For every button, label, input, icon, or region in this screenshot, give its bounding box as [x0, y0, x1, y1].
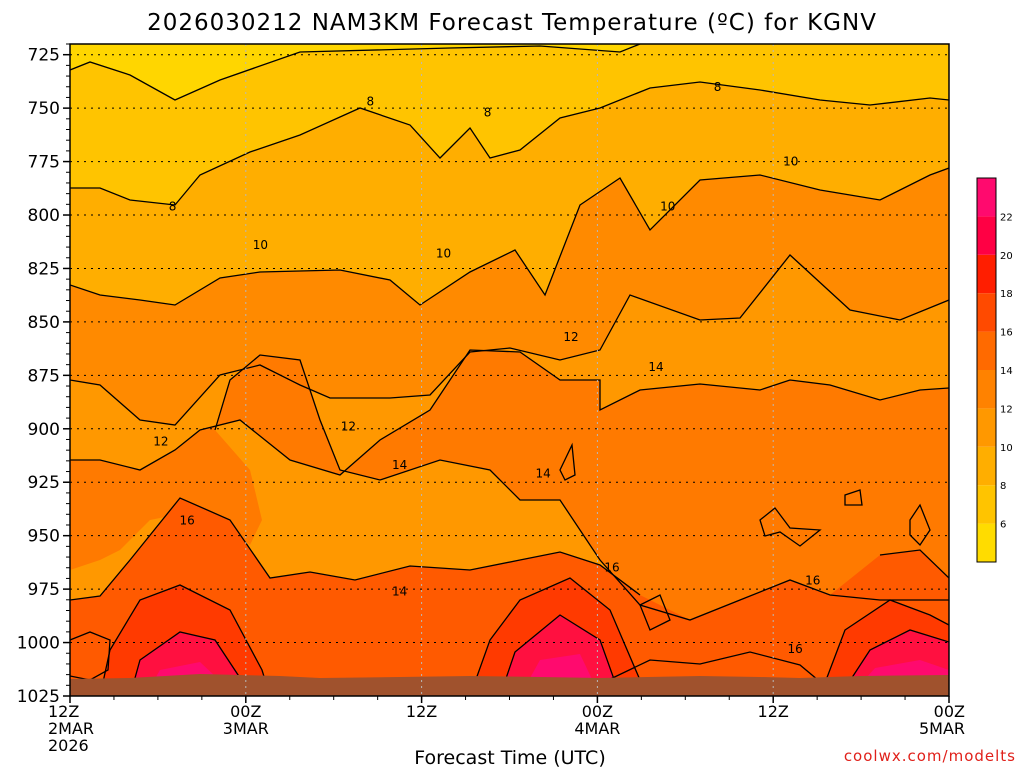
colorbar: 6 8 10 12 14 16 18 20 22	[976, 177, 1013, 563]
x-tick-label: 2026	[48, 736, 89, 755]
contour-label-8: 8	[367, 95, 375, 109]
y-axis: 725 750 775 800 825 850 875 900 925 950 975 1000 102…	[17, 43, 70, 707]
y-tick-label-875: 875	[28, 366, 60, 386]
y-tick-label-775: 775	[28, 153, 60, 173]
y-tick-label-975: 975	[28, 580, 60, 600]
y-tick-label-750: 750	[28, 99, 60, 119]
contour-label-16: 16	[788, 642, 803, 656]
isotherm-lines	[70, 44, 949, 696]
colorbar-label-8: 8	[1000, 481, 1006, 492]
colorbar-swatch	[977, 178, 996, 217]
y-tick-label-950: 950	[28, 527, 60, 547]
colorbar-swatch	[977, 216, 996, 255]
colorbar-label-20: 20	[1000, 251, 1013, 262]
contour-label-14: 14	[392, 584, 407, 598]
x-axis-label: Forecast Time (UTC)	[414, 747, 605, 768]
contour-labels: 8 8 8 8 10 10 10 10 12 12 12 14 14 14 14 16 16 16 16	[153, 80, 820, 656]
chart-title: 2026030212 NAM3KM Forecast Temperature (…	[147, 10, 877, 36]
band-22-plus	[145, 654, 949, 696]
colorbar-swatch	[977, 293, 996, 332]
band-16-18	[70, 498, 949, 696]
colorbar-frame	[976, 177, 997, 563]
x-tick-label: 4MAR	[574, 719, 620, 738]
x-tick-label: 00Z	[582, 702, 613, 721]
credit-text[interactable]: coolwx.com/modelts	[844, 747, 1016, 765]
contour-label-16: 16	[805, 574, 820, 588]
x-tick-label: 12Z	[406, 702, 437, 721]
y-tick-label-725: 725	[28, 46, 60, 66]
contour-label-10: 10	[783, 155, 798, 169]
band-below-8	[70, 44, 949, 205]
colorbar-swatch	[977, 485, 996, 524]
band-18-20	[100, 578, 949, 696]
band-below-8-core	[70, 44, 640, 100]
y-tick-label-825: 825	[28, 259, 60, 279]
colorbar-label-6: 6	[1000, 520, 1006, 531]
contour-label-12: 12	[153, 435, 168, 449]
y-tick-label-900: 900	[28, 420, 60, 440]
y-tick-label-925: 925	[28, 473, 60, 493]
contour-label-8: 8	[714, 80, 722, 94]
contour-label-16: 16	[180, 514, 195, 528]
y-tick-label-850: 850	[28, 313, 60, 333]
y-tick-label-800: 800	[28, 206, 60, 226]
ground-surface	[70, 674, 949, 696]
colorbar-label-12: 12	[1000, 404, 1013, 415]
colorbar-swatch	[977, 254, 996, 294]
contour-label-10: 10	[436, 246, 451, 260]
colorbar-label-18: 18	[1000, 289, 1013, 300]
colorbar-swatch	[977, 331, 996, 370]
x-tick-label: 00Z	[934, 702, 965, 721]
x-tick-label: 12Z	[758, 702, 789, 721]
colorbar-swatch	[977, 446, 996, 486]
chart-grid	[70, 44, 949, 697]
colorbar-label-10: 10	[1000, 443, 1013, 454]
y-tick-label-1000: 1000	[17, 634, 60, 654]
x-tick-label: 12Z	[48, 702, 79, 721]
contour-label-12: 12	[341, 420, 356, 434]
colorbar-swatch	[977, 523, 996, 562]
contour-label-14: 14	[648, 360, 663, 374]
contour-label-10: 10	[253, 238, 268, 252]
contour-label-14: 14	[392, 458, 407, 472]
colorbar-label-14: 14	[1000, 366, 1013, 377]
colorbar-label-16: 16	[1000, 328, 1013, 339]
colorbar-swatch	[977, 370, 996, 409]
x-tick-label: 2MAR	[48, 719, 94, 738]
contour-label-16: 16	[604, 561, 619, 575]
x-tick-label: 00Z	[230, 702, 261, 721]
contour-label-8: 8	[169, 199, 177, 213]
band-14-16	[70, 350, 949, 620]
x-tick-label: 5MAR	[919, 719, 965, 738]
colorbar-label-22: 22	[1000, 212, 1013, 223]
x-tick-label: 3MAR	[223, 719, 269, 738]
contour-label-8: 8	[484, 105, 492, 119]
band-10-12	[70, 82, 949, 305]
contour-label-12: 12	[563, 330, 578, 344]
contour-label-14: 14	[536, 467, 551, 481]
y-tick-label-1025: 1025	[17, 687, 60, 707]
temperature-fill	[70, 44, 949, 696]
band-20-22	[130, 615, 949, 696]
colorbar-swatch	[977, 408, 996, 447]
contour-label-10: 10	[660, 199, 675, 213]
